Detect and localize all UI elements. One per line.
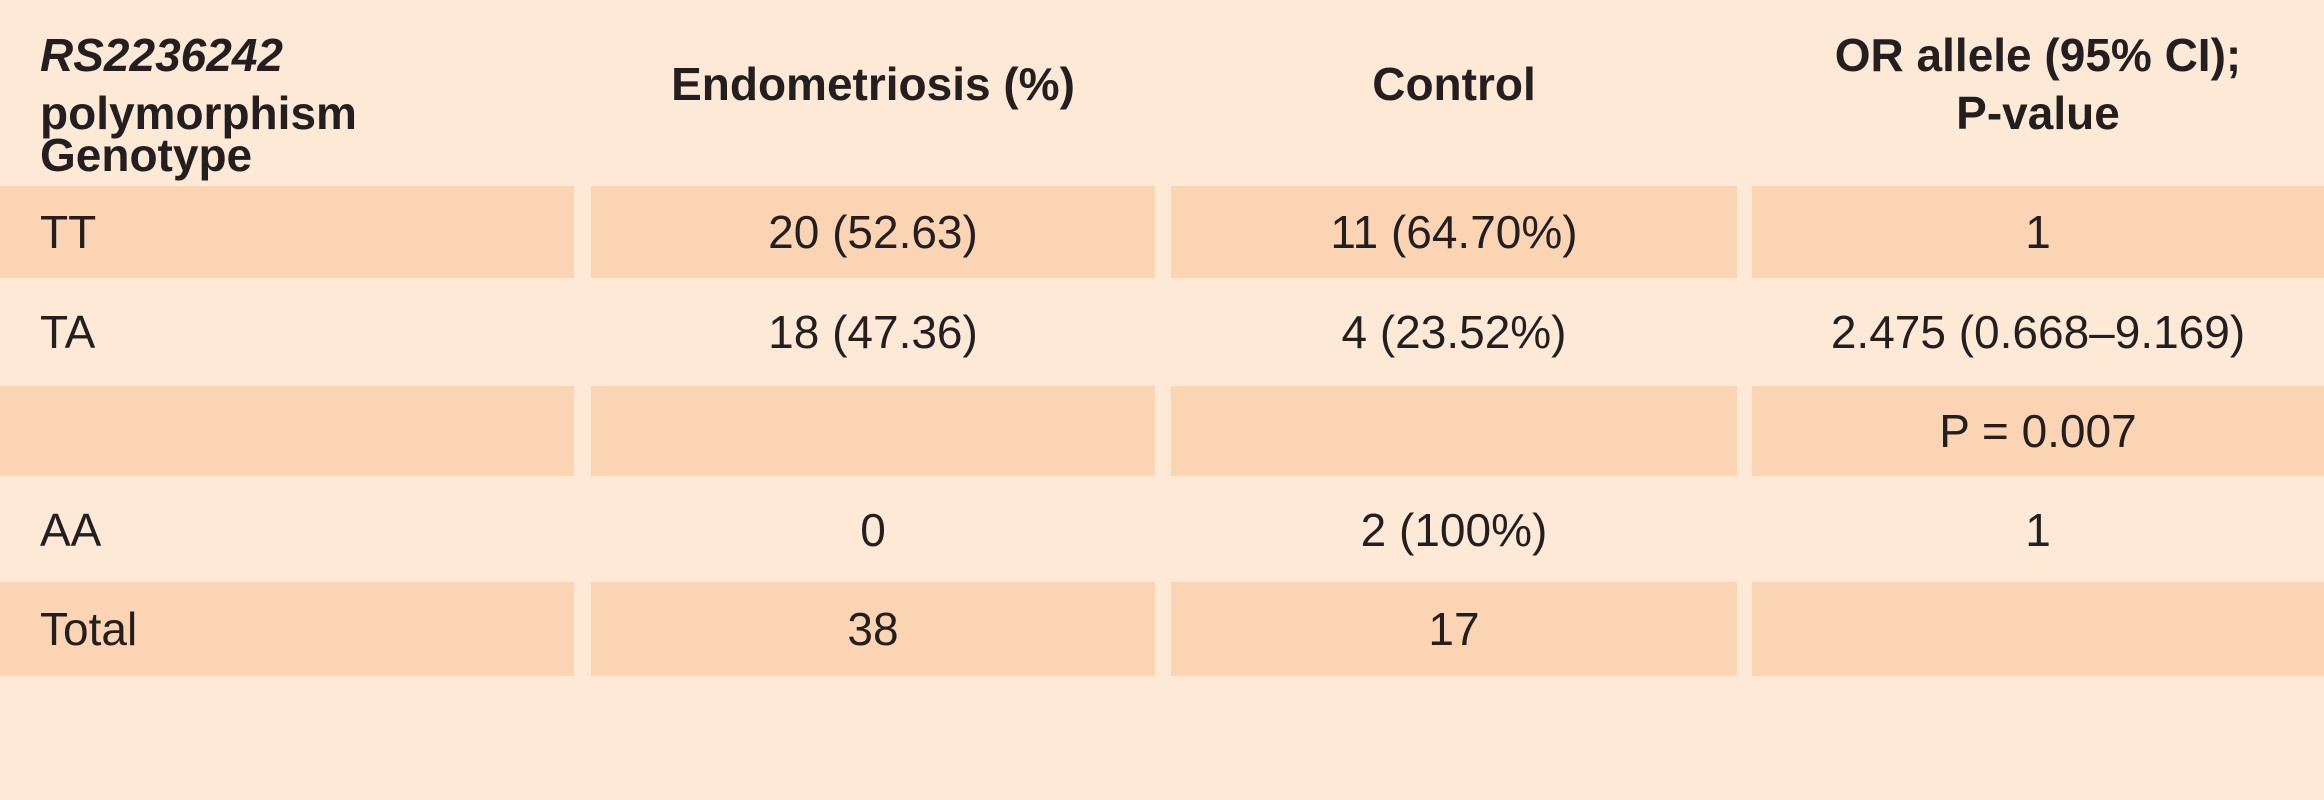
cell-control: 11 (64.70%) xyxy=(1171,186,1737,278)
header-polymorphism: RS2236242 polymorphism xyxy=(0,0,574,168)
header-endometriosis-label: Endometriosis (%) xyxy=(671,58,1075,110)
header-endometriosis: Endometriosis (%) xyxy=(591,0,1155,168)
cell-or: 2.475 (0.668–9.169) xyxy=(1830,306,2246,358)
table-row: TT 20 (52.63) 11 (64.70%) 1 xyxy=(0,186,2324,278)
table-row: P = 0.007 xyxy=(0,386,2324,476)
cell-genotype: TT xyxy=(0,186,574,278)
table-row: TA 18 (47.36) 4 (23.52%) 2.475 (0.668–9.… xyxy=(0,286,2324,378)
cell-endometriosis xyxy=(591,386,1155,476)
cell-or: P = 0.007 xyxy=(1752,386,2324,476)
cell-control: 2 (100%) xyxy=(1360,504,1548,556)
cell-or: 1 xyxy=(1752,186,2324,278)
header-control-label: Control xyxy=(1372,58,1536,110)
header-polymorphism-id: RS2236242 xyxy=(40,29,283,81)
header-or-line2: P-value xyxy=(1956,87,2120,139)
header-control: Control xyxy=(1171,0,1737,168)
cell-genotype: AA xyxy=(40,504,102,556)
header-polymorphism-label: polymorphism xyxy=(40,87,357,139)
table-row: AA 0 2 (100%) 1 xyxy=(0,484,2324,576)
cell-genotype xyxy=(0,386,574,476)
cell-endometriosis: 0 xyxy=(860,504,886,556)
header-or-allele: OR allele (95% CI); P-value xyxy=(1752,0,2324,168)
cell-control: 17 xyxy=(1171,582,1737,676)
cell-control xyxy=(1171,386,1737,476)
table-header-row: RS2236242 polymorphism Endometriosis (%)… xyxy=(0,0,2324,168)
group-label-row: Genotype xyxy=(0,124,2324,186)
group-label-genotype: Genotype xyxy=(40,129,253,181)
header-or-line1: OR allele (95% CI); xyxy=(1834,29,2242,81)
cell-genotype: Total xyxy=(0,582,574,676)
cell-or: 1 xyxy=(2025,504,2051,556)
cell-or xyxy=(1752,582,2324,676)
cell-endometriosis: 20 (52.63) xyxy=(591,186,1155,278)
cell-endometriosis: 38 xyxy=(591,582,1155,676)
cell-genotype: TA xyxy=(40,306,96,358)
cell-control: 4 (23.52%) xyxy=(1341,306,1567,358)
table-row: Total 38 17 xyxy=(0,582,2324,676)
cell-endometriosis: 18 (47.36) xyxy=(768,306,978,358)
